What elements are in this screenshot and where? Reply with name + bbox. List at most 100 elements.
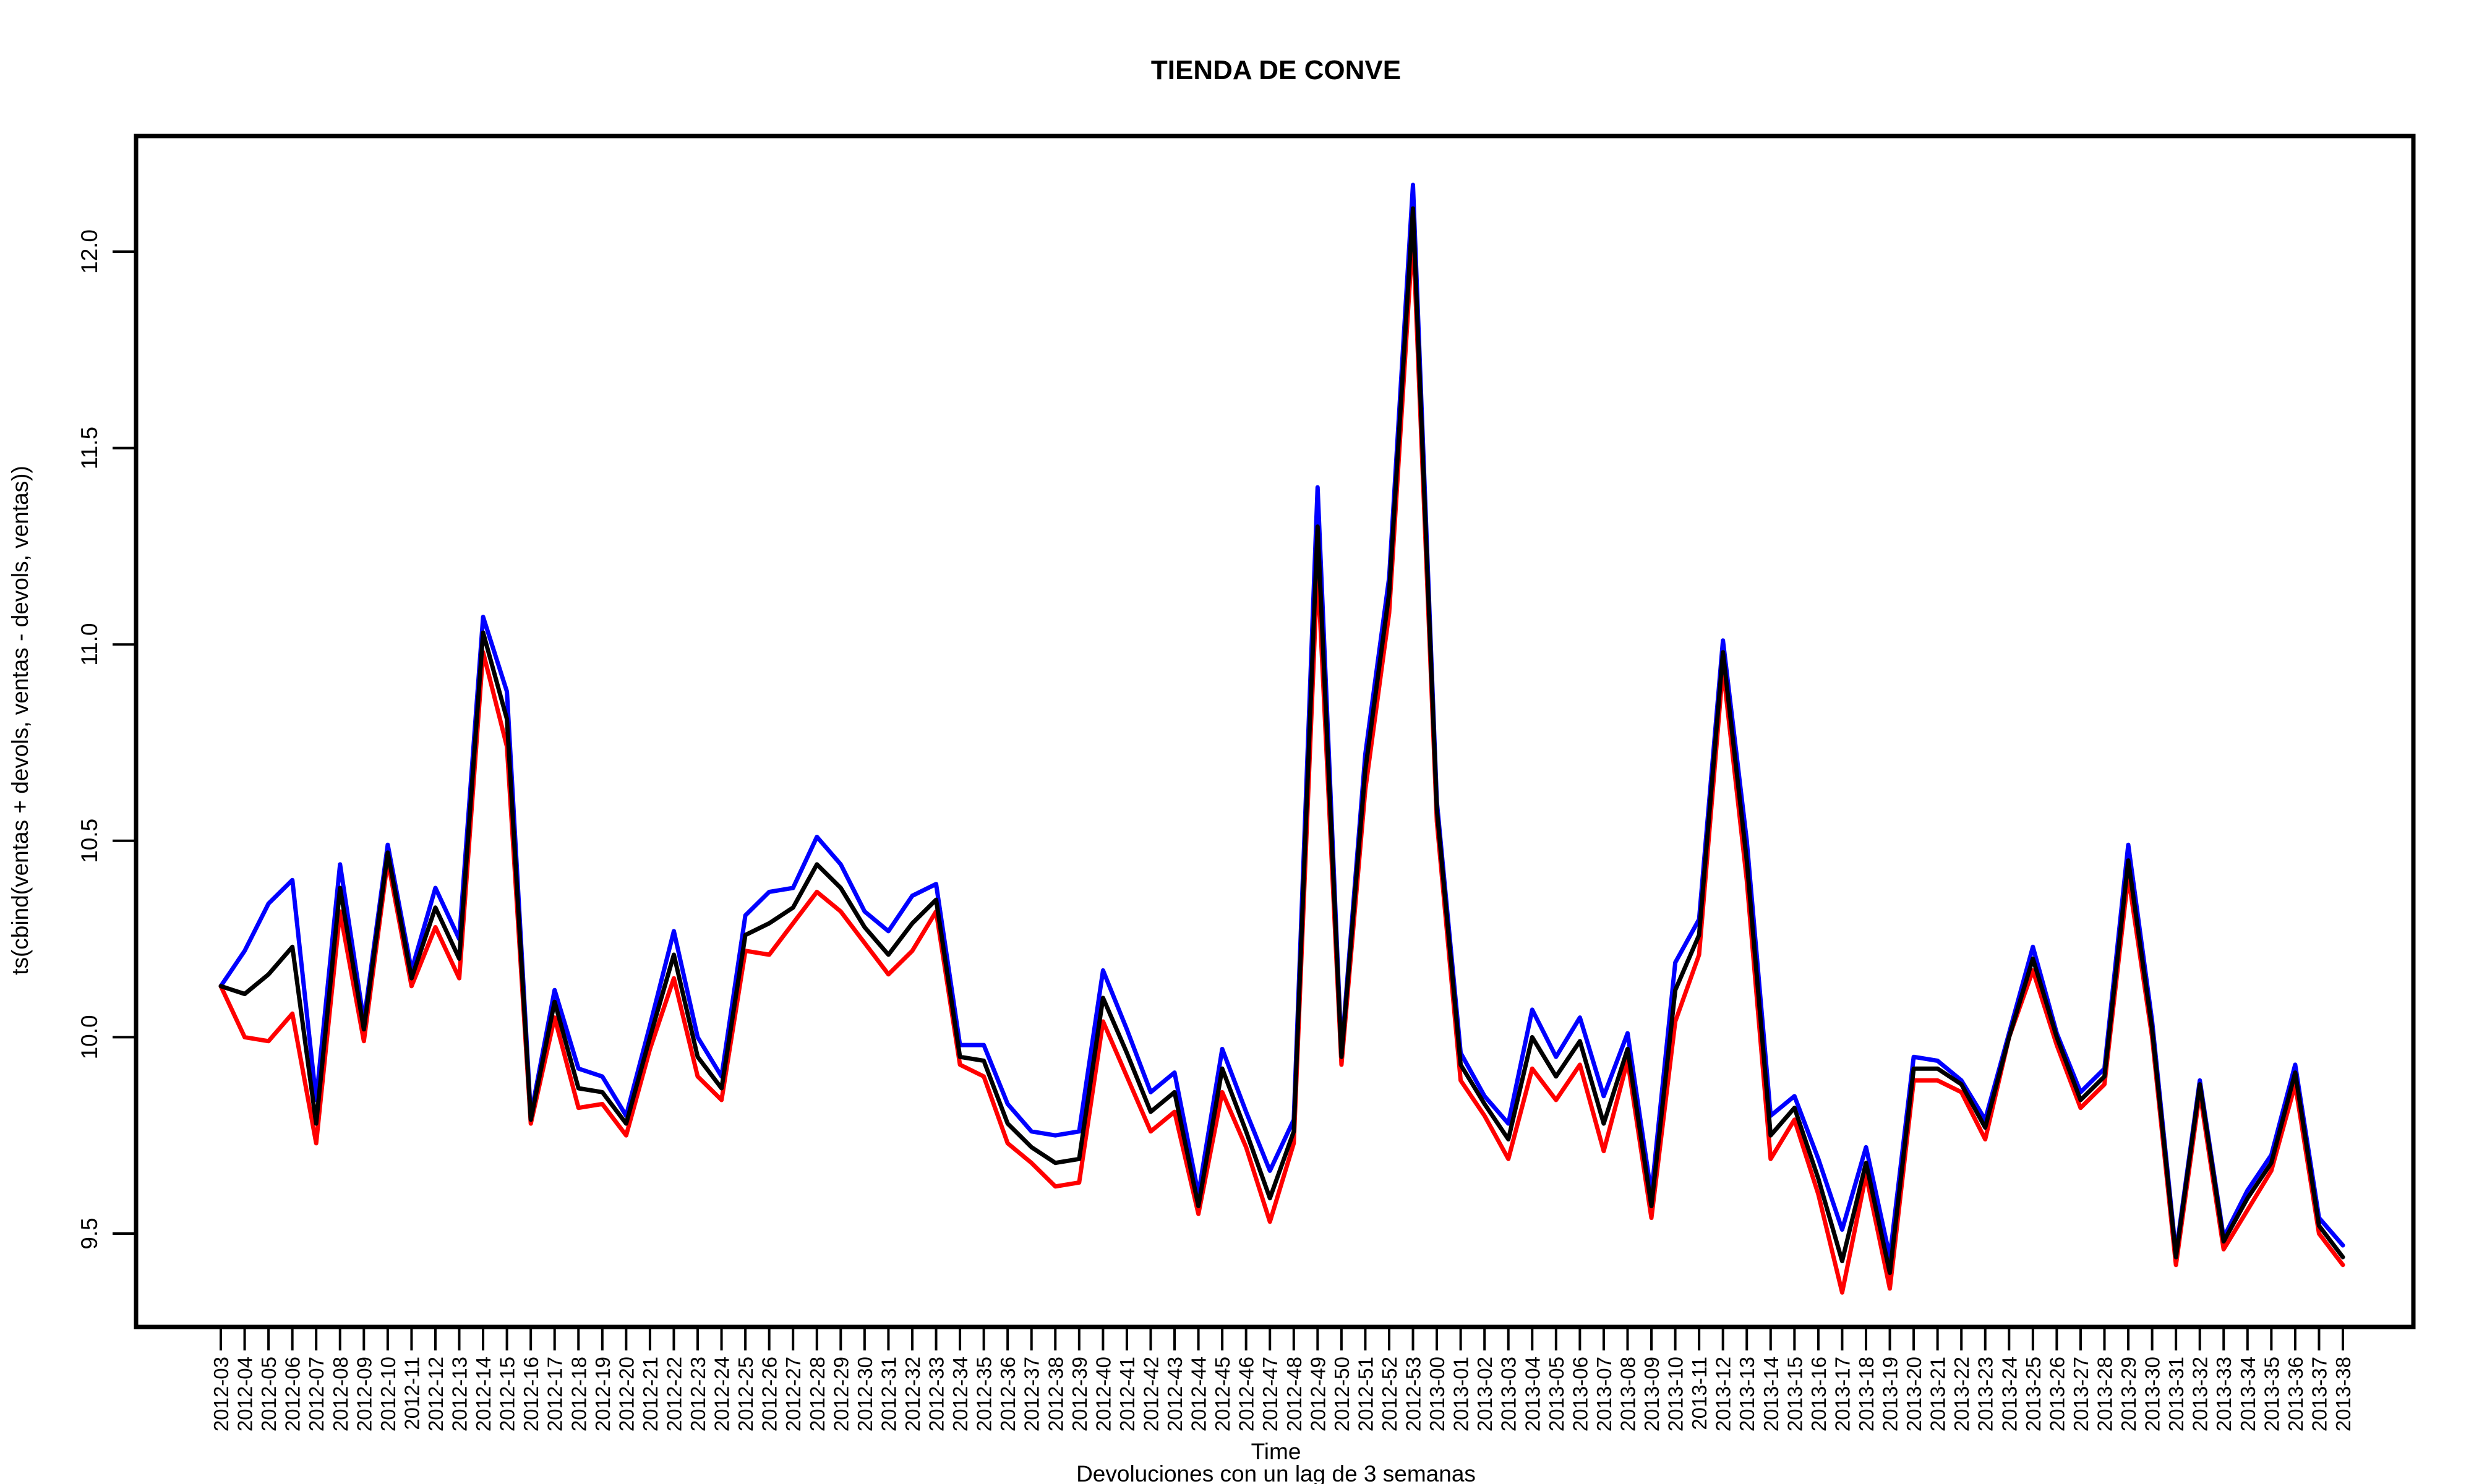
x-tick-label: 2013-25: [2022, 1357, 2045, 1431]
x-tick-label: 2012-33: [925, 1357, 948, 1431]
x-tick-label: 2012-06: [281, 1357, 304, 1431]
x-tick-label: 2012-51: [1354, 1357, 1377, 1431]
x-tick-label: 2012-17: [544, 1357, 567, 1431]
x-tick-label: 2012-16: [520, 1357, 542, 1431]
x-tick-label: 2013-00: [1426, 1357, 1449, 1431]
x-tick-label: 2012-10: [377, 1357, 400, 1431]
x-tick-label: 2013-03: [1497, 1357, 1520, 1431]
y-tick-label: 9.5: [77, 1217, 102, 1249]
x-tick-label: 2012-14: [472, 1357, 495, 1431]
y-axis: 9.5 10.0 10.5 11.0 11.5 12.0: [77, 229, 137, 1250]
x-tick-label: 2012-34: [949, 1357, 972, 1431]
x-tick-label: 2012-28: [806, 1357, 829, 1431]
x-tick-label: 2012-49: [1306, 1357, 1329, 1431]
x-tick-label: 2012-23: [687, 1357, 709, 1431]
x-tick-label: 2012-32: [901, 1357, 924, 1431]
y-tick-label: 10.0: [77, 1015, 102, 1059]
x-tick-label: 2013-02: [1473, 1357, 1496, 1431]
x-tick-label: 2012-20: [615, 1357, 638, 1431]
x-tick-label: 2012-40: [1092, 1357, 1115, 1431]
x-tick-label: 2012-09: [353, 1357, 375, 1431]
x-tick-label: 2012-31: [877, 1357, 900, 1431]
x-tick-label: 2012-43: [1163, 1357, 1186, 1431]
x-tick-label: 2013-33: [2212, 1357, 2235, 1431]
x-tick-label: 2013-09: [1640, 1357, 1663, 1431]
x-tick-label: 2013-22: [1950, 1357, 1973, 1431]
x-tick-label: 2013-12: [1712, 1357, 1735, 1431]
x-axis-label: Time: [1251, 1439, 1301, 1464]
chart-title: TIENDA DE CONVE: [1151, 55, 1401, 85]
x-tick-label: 2013-14: [1760, 1357, 1783, 1431]
chart-subtitle: Devoluciones con un lag de 3 semanas: [1076, 1461, 1476, 1484]
x-axis: 2012-03 2012-04 2012-05 2012-06 2012-07 2012-…: [210, 1326, 2355, 1431]
x-tick-label: 2013-01: [1450, 1357, 1473, 1431]
y-tick-label: 11.5: [77, 427, 102, 469]
x-tick-label: 2012-52: [1378, 1357, 1401, 1431]
x-tick-label: 2013-15: [1783, 1357, 1806, 1431]
x-tick-label: 2012-21: [639, 1357, 662, 1431]
x-tick-label: 2012-30: [854, 1357, 876, 1431]
x-tick-label: 2012-38: [1044, 1357, 1067, 1431]
x-tick-label: 2012-47: [1259, 1357, 1282, 1431]
x-tick-label: 2013-30: [2141, 1357, 2164, 1431]
x-tick-label: 2013-23: [1974, 1357, 1997, 1431]
x-tick-label: 2012-26: [758, 1357, 781, 1431]
series-line-3: [218, 206, 2345, 1275]
x-tick-label: 2013-21: [1927, 1357, 1950, 1431]
x-tick-label: 2012-19: [591, 1357, 614, 1431]
x-tick-label: 2012-29: [829, 1357, 852, 1431]
series-line-2: [218, 229, 2345, 1295]
x-tick-label: 2013-11: [1688, 1357, 1711, 1430]
x-tick-label: 2013-38: [2332, 1357, 2355, 1431]
y-axis-label: ts(cbind(ventas + devols, ventas - devol…: [7, 466, 33, 975]
x-tick-label: 2013-31: [2165, 1357, 2188, 1431]
x-tick-label: 2012-05: [257, 1357, 280, 1431]
x-tick-label: 2012-08: [329, 1357, 352, 1431]
x-tick-label: 2013-28: [2093, 1357, 2116, 1431]
x-tick-label: 2013-37: [2308, 1357, 2331, 1431]
x-tick-label: 2012-24: [711, 1357, 734, 1431]
x-tick-label: 2012-37: [1021, 1357, 1043, 1431]
x-tick-label: 2013-27: [2070, 1357, 2092, 1431]
x-tick-label: 2013-05: [1545, 1357, 1568, 1431]
x-tick-label: 2013-32: [2189, 1357, 2212, 1431]
x-tick-label: 2013-07: [1593, 1357, 1616, 1431]
x-tick-label: 2013-34: [2236, 1357, 2259, 1431]
x-tick-label: 2013-17: [1831, 1357, 1854, 1431]
x-tick-label: 2013-18: [1855, 1357, 1878, 1431]
x-tick-label: 2013-24: [1998, 1357, 2021, 1431]
y-tick-label: 10.5: [77, 819, 102, 863]
x-tick-label: 2012-42: [1139, 1357, 1162, 1431]
x-tick-label: 2012-04: [234, 1357, 257, 1431]
x-tick-label: 2012-39: [1068, 1357, 1091, 1431]
x-tick-label: 2013-20: [1903, 1357, 1925, 1431]
x-tick-label: 2012-11: [400, 1357, 423, 1430]
x-tick-label: 2013-16: [1807, 1357, 1830, 1431]
x-tick-label: 2012-41: [1116, 1357, 1139, 1431]
x-tick-label: 2012-46: [1235, 1357, 1258, 1431]
series-layer: [218, 182, 2345, 1295]
x-tick-label: 2012-18: [567, 1357, 590, 1431]
x-tick-label: 2013-08: [1616, 1357, 1639, 1431]
x-tick-label: 2012-48: [1283, 1357, 1306, 1431]
x-tick-label: 2012-27: [782, 1357, 805, 1431]
x-tick-label: 2012-35: [973, 1357, 996, 1431]
x-tick-label: 2013-35: [2260, 1357, 2283, 1431]
x-tick-label: 2012-36: [996, 1357, 1019, 1431]
x-tick-label: 2012-07: [305, 1357, 328, 1431]
x-tick-label: 2012-15: [496, 1357, 519, 1431]
x-tick-label: 2013-10: [1664, 1357, 1687, 1431]
x-tick-label: 2013-26: [2045, 1357, 2068, 1431]
x-tick-label: 2013-36: [2284, 1357, 2307, 1431]
x-tick-label: 2013-04: [1521, 1357, 1544, 1431]
x-tick-label: 2013-19: [1879, 1357, 1902, 1431]
x-tick-label: 2013-06: [1569, 1357, 1591, 1431]
x-tick-label: 2013-13: [1736, 1357, 1758, 1431]
x-tick-label: 2012-13: [448, 1357, 471, 1431]
x-tick-label: 2012-53: [1402, 1357, 1425, 1431]
x-tick-label: 2012-44: [1188, 1357, 1210, 1431]
x-tick-label: 2012-45: [1211, 1357, 1234, 1431]
x-tick-label: 2012-12: [424, 1357, 447, 1431]
y-tick-label: 11.0: [77, 623, 102, 666]
